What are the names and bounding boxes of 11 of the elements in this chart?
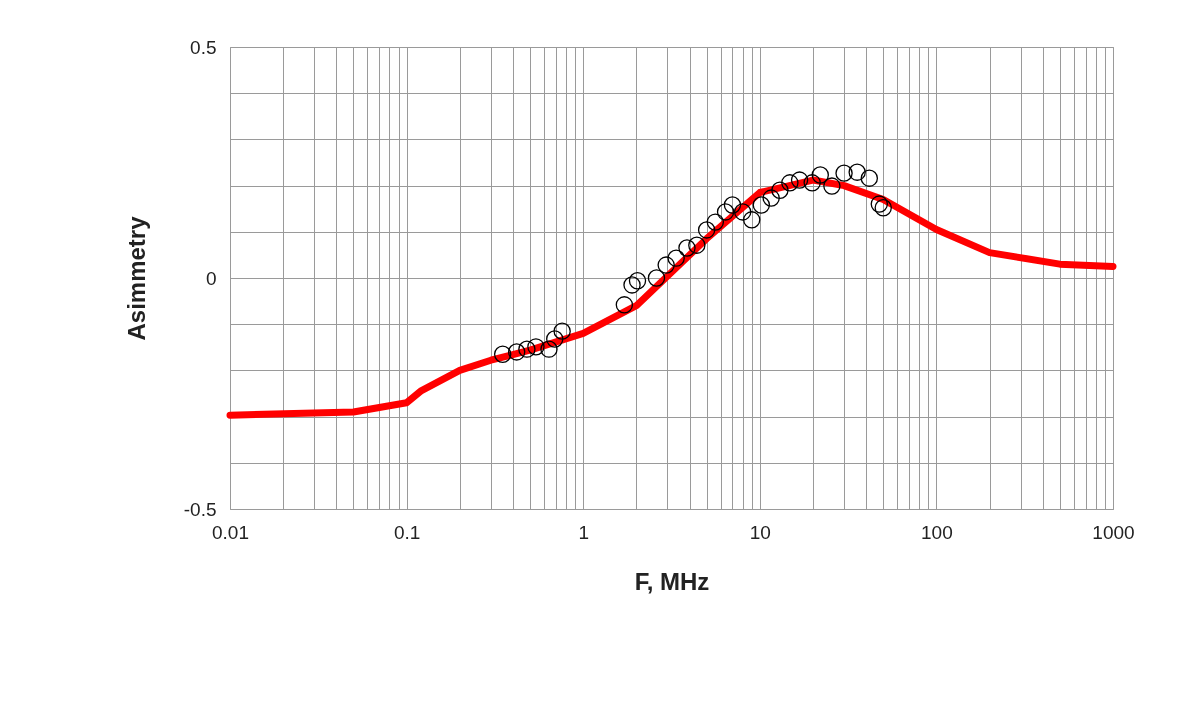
y-tick-label: 0 xyxy=(205,267,217,289)
x-tick-label: 1000 xyxy=(1092,521,1135,543)
x-tick-label: 10 xyxy=(749,521,771,543)
y-axis-title: Asimmetry xyxy=(122,215,150,341)
y-tick-label: 0.5 xyxy=(190,36,217,58)
x-tick-label: 100 xyxy=(921,521,953,543)
x-axis-title: F, MHz xyxy=(634,567,710,595)
x-tick-label: 0.01 xyxy=(212,521,249,543)
x-tick-label: 0.1 xyxy=(393,521,421,543)
y-tick-label: -0.5 xyxy=(183,498,217,520)
x-tick-label: 1 xyxy=(578,521,589,543)
